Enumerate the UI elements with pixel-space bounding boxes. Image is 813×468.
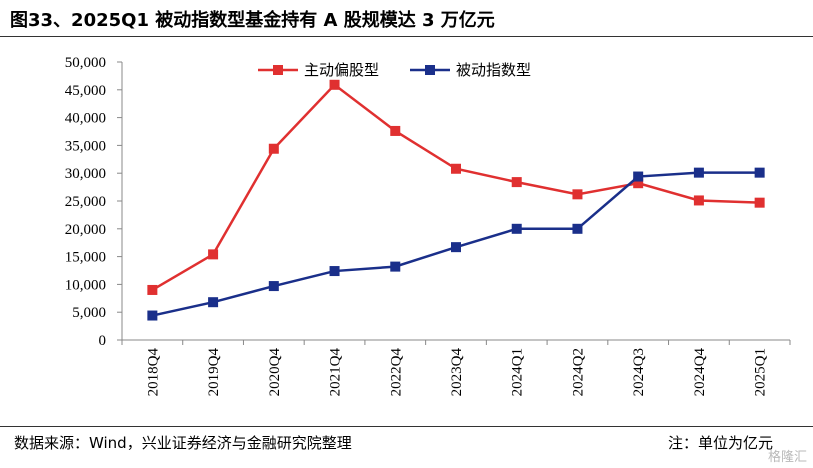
line-chart: 0 5,000 10,000 15,000 20,000 25,000 30,000 35,0… bbox=[65, 55, 791, 397]
footer-divider bbox=[0, 426, 813, 427]
data-point-marker bbox=[208, 249, 219, 260]
legend-label: 被动指数型 bbox=[456, 61, 531, 79]
y-tick-label: 0 bbox=[99, 333, 107, 349]
legend-item-1: 主动偏股型 bbox=[258, 61, 379, 79]
y-tick-label: 10,000 bbox=[65, 277, 106, 293]
data-point-marker bbox=[693, 195, 704, 206]
data-point-marker bbox=[451, 163, 461, 174]
x-tick-label: 2023Q4 bbox=[449, 348, 465, 397]
source-note: 数据来源：Wind，兴业证券经济与金融研究院整理 bbox=[14, 434, 352, 452]
x-tick-label: 2018Q4 bbox=[145, 348, 161, 397]
data-point-marker bbox=[268, 281, 279, 292]
data-point-marker bbox=[693, 167, 704, 178]
legend-label: 主动偏股型 bbox=[304, 61, 379, 79]
x-tick-labels: 2018Q4 2019Q4 2020Q4 2021Q4 2022Q4 2023Q4 2024… bbox=[121, 340, 791, 397]
data-point-marker bbox=[329, 266, 340, 277]
y-tick-label: 30,000 bbox=[65, 166, 106, 182]
y-tick-labels: 0 5,000 10,000 15,000 20,000 25,000 30,000 35,0… bbox=[65, 55, 122, 349]
x-tick-label: 2025Q1 bbox=[753, 348, 769, 396]
data-point-marker bbox=[390, 125, 401, 136]
x-tick-label: 2024Q3 bbox=[631, 348, 647, 396]
data-point-marker bbox=[147, 284, 158, 295]
data-point-marker bbox=[208, 297, 219, 308]
series-layer bbox=[147, 79, 765, 321]
data-point-marker bbox=[754, 167, 765, 178]
series-1 bbox=[147, 79, 765, 295]
y-tick-label: 35,000 bbox=[65, 138, 106, 154]
watermark-logo: 格隆汇 bbox=[767, 450, 807, 465]
y-tick-label: 20,000 bbox=[65, 222, 106, 238]
y-tick-label: 15,000 bbox=[65, 250, 106, 266]
data-point-marker bbox=[511, 177, 522, 188]
x-tick-label: 2024Q4 bbox=[692, 348, 708, 397]
y-tick-label: 45,000 bbox=[65, 83, 106, 99]
x-tick-label: 2024Q1 bbox=[510, 348, 526, 396]
data-point-marker bbox=[147, 310, 158, 321]
legend: 主动偏股型 被动指数型 bbox=[258, 61, 531, 79]
data-point-marker bbox=[633, 178, 644, 189]
unit-note: 注：单位为亿元 bbox=[667, 434, 773, 452]
y-tick-label: 40,000 bbox=[65, 111, 106, 127]
data-point-marker bbox=[451, 242, 461, 253]
data-point-marker bbox=[754, 197, 765, 208]
chart-title: 图33、2025Q1 被动指数型基金持有 A 股规模达 3 万亿元 bbox=[10, 10, 495, 31]
axes bbox=[121, 62, 790, 341]
data-point-marker bbox=[572, 189, 583, 200]
data-point-marker bbox=[633, 171, 644, 182]
x-tick-label: 2020Q4 bbox=[267, 348, 283, 397]
legend-swatch-marker bbox=[273, 65, 283, 75]
x-tick-label: 2019Q4 bbox=[206, 348, 222, 397]
y-tick-label: 25,000 bbox=[65, 194, 106, 210]
x-tick-label: 2022Q4 bbox=[388, 348, 404, 397]
legend-swatch-marker bbox=[425, 65, 435, 75]
legend-item-2: 被动指数型 bbox=[410, 61, 531, 79]
x-tick-label: 2024Q2 bbox=[570, 348, 586, 396]
x-tick-label: 2021Q4 bbox=[328, 348, 344, 397]
y-tick-label: 5,000 bbox=[72, 305, 106, 321]
series-2 bbox=[147, 167, 765, 321]
data-point-marker bbox=[572, 223, 583, 234]
data-point-marker bbox=[268, 143, 279, 154]
y-tick-label: 50,000 bbox=[65, 55, 106, 71]
series-line bbox=[151, 83, 760, 292]
data-point-marker bbox=[329, 79, 340, 90]
data-point-marker bbox=[511, 223, 522, 234]
title-divider bbox=[0, 36, 813, 37]
data-point-marker bbox=[390, 261, 401, 272]
